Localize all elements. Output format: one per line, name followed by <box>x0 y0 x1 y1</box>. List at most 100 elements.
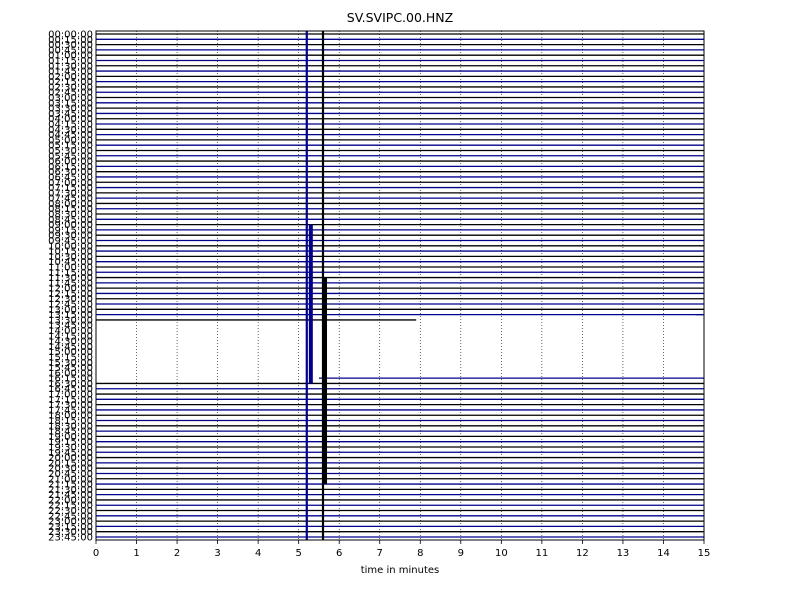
y-tick-label: 07:15:00 <box>48 183 93 194</box>
y-tick-label: 01:30:00 <box>48 61 93 72</box>
y-tick-label: 19:00:00 <box>48 432 93 443</box>
y-tick-label: 09:30:00 <box>48 231 93 242</box>
y-tick-label: 16:45:00 <box>48 384 93 395</box>
y-tick-label: 21:45:00 <box>48 490 93 501</box>
y-tick-label: 16:00:00 <box>48 368 93 379</box>
y-tick-label: 17:45:00 <box>48 405 93 416</box>
y-tick-label: 23:15:00 <box>48 522 93 533</box>
y-tick-label: 05:30:00 <box>48 146 93 157</box>
y-tick-label: 18:45:00 <box>48 427 93 438</box>
y-tick-label: 05:00:00 <box>48 135 93 146</box>
y-tick-label: 20:30:00 <box>48 464 93 475</box>
y-tick-label: 06:15:00 <box>48 162 93 173</box>
y-tick-label: 15:45:00 <box>48 363 93 374</box>
y-tick-label: 17:15:00 <box>48 395 93 406</box>
y-tick-label: 12:15:00 <box>48 289 93 300</box>
y-tick-label: 20:00:00 <box>48 453 93 464</box>
y-tick-label: 01:00:00 <box>48 51 93 62</box>
trace-lines <box>96 33 704 538</box>
y-tick-label: 03:45:00 <box>48 109 93 120</box>
seismic-spikes <box>305 31 328 540</box>
y-tick-label: 09:45:00 <box>48 236 93 247</box>
y-tick-label: 11:15:00 <box>48 268 93 279</box>
x-tick-label: 10 <box>495 548 508 559</box>
y-tick-label: 05:45:00 <box>48 151 93 162</box>
x-tick-label: 2 <box>174 548 180 559</box>
y-tick-label: 07:00:00 <box>48 178 93 189</box>
x-tick-label: 7 <box>377 548 383 559</box>
y-tick-label: 06:45:00 <box>48 172 93 183</box>
y-tick-label: 17:00:00 <box>48 390 93 401</box>
y-tick-label: 15:15:00 <box>48 352 93 363</box>
x-tick-label: 3 <box>214 548 220 559</box>
y-tick-label: 18:00:00 <box>48 411 93 422</box>
y-tick-label: 08:30:00 <box>48 210 93 221</box>
y-tick-label: 22:15:00 <box>48 501 93 512</box>
y-tick-label: 08:45:00 <box>48 215 93 226</box>
y-tick-label: 13:00:00 <box>48 305 93 316</box>
y-tick-label: 17:30:00 <box>48 400 93 411</box>
y-tick-label: 12:45:00 <box>48 300 93 311</box>
y-tick-label: 23:45:00 <box>48 533 93 544</box>
y-tick-label: 10:30:00 <box>48 252 93 263</box>
x-tick-label: 1 <box>133 548 139 559</box>
x-tick-label: 6 <box>336 548 342 559</box>
y-tick-label: 08:15:00 <box>48 204 93 215</box>
y-tick-label: 16:15:00 <box>48 374 93 385</box>
y-tick-label: 13:15:00 <box>48 310 93 321</box>
x-axis-label: time in minutes <box>361 565 440 576</box>
y-tick-label: 15:30:00 <box>48 358 93 369</box>
x-tick-label: 12 <box>576 548 589 559</box>
y-tick-label: 02:30:00 <box>48 82 93 93</box>
y-tick-label: 04:30:00 <box>48 125 93 136</box>
y-tick-label: 21:00:00 <box>48 474 93 485</box>
y-tick-label: 15:00:00 <box>48 347 93 358</box>
y-tick-label: 14:00:00 <box>48 326 93 337</box>
y-tick-label: 14:15:00 <box>48 331 93 342</box>
y-tick-label: 08:00:00 <box>48 199 93 210</box>
x-tick-label: 15 <box>698 548 711 559</box>
y-tick-label: 22:45:00 <box>48 511 93 522</box>
y-tick-label: 10:00:00 <box>48 241 93 252</box>
y-tick-label: 00:45:00 <box>48 45 93 56</box>
y-tick-label: 07:30:00 <box>48 188 93 199</box>
y-tick-label: 20:45:00 <box>48 469 93 480</box>
burst-mark <box>323 277 328 485</box>
plot-frame <box>95 30 705 541</box>
y-tick-label: 00:15:00 <box>48 35 93 46</box>
y-tick-label: 19:15:00 <box>48 437 93 448</box>
x-tick-labels: 0 1 2 3 4 5 6 7 8 9 10 11 12 13 14 15 <box>93 540 711 559</box>
y-tick-label: 05:15:00 <box>48 141 93 152</box>
y-tick-label: 09:00:00 <box>48 220 93 231</box>
y-tick-label: 03:30:00 <box>48 104 93 115</box>
y-tick-label: 06:00:00 <box>48 157 93 168</box>
x-tick-label: 9 <box>458 548 464 559</box>
y-tick-label: 12:30:00 <box>48 294 93 305</box>
y-tick-label: 04:00:00 <box>48 114 93 125</box>
y-tick-label: 16:30:00 <box>48 379 93 390</box>
y-tick-label: 18:15:00 <box>48 416 93 427</box>
y-tick-label: 06:30:00 <box>48 167 93 178</box>
y-tick-label: 01:45:00 <box>48 67 93 78</box>
y-tick-labels: 00:00:0000:15:0000:30:0000:45:0001:00:00… <box>48 30 93 544</box>
y-tick-label: 23:30:00 <box>48 527 93 538</box>
x-grid-lines <box>136 31 664 540</box>
y-tick-label: 03:15:00 <box>48 98 93 109</box>
y-tick-label: 13:45:00 <box>48 321 93 332</box>
x-tick-label: 14 <box>657 548 670 559</box>
y-tick-label: 11:45:00 <box>48 278 93 289</box>
y-tick-label: 18:30:00 <box>48 421 93 432</box>
y-tick-label: 09:15:00 <box>48 225 93 236</box>
chart-title: SV.SVIPC.00.HNZ <box>347 10 453 25</box>
y-tick-label: 01:15:00 <box>48 56 93 67</box>
y-tick-label: 23:00:00 <box>48 517 93 528</box>
y-tick-label: 02:15:00 <box>48 77 93 88</box>
y-tick-label: 22:00:00 <box>48 495 93 506</box>
y-tick-label: 00:30:00 <box>48 40 93 51</box>
y-tick-label: 04:45:00 <box>48 130 93 141</box>
y-tick-label: 02:00:00 <box>48 72 93 83</box>
y-tick-label: 07:45:00 <box>48 194 93 205</box>
y-tick-label: 19:45:00 <box>48 448 93 459</box>
y-tick-label: 20:15:00 <box>48 458 93 469</box>
